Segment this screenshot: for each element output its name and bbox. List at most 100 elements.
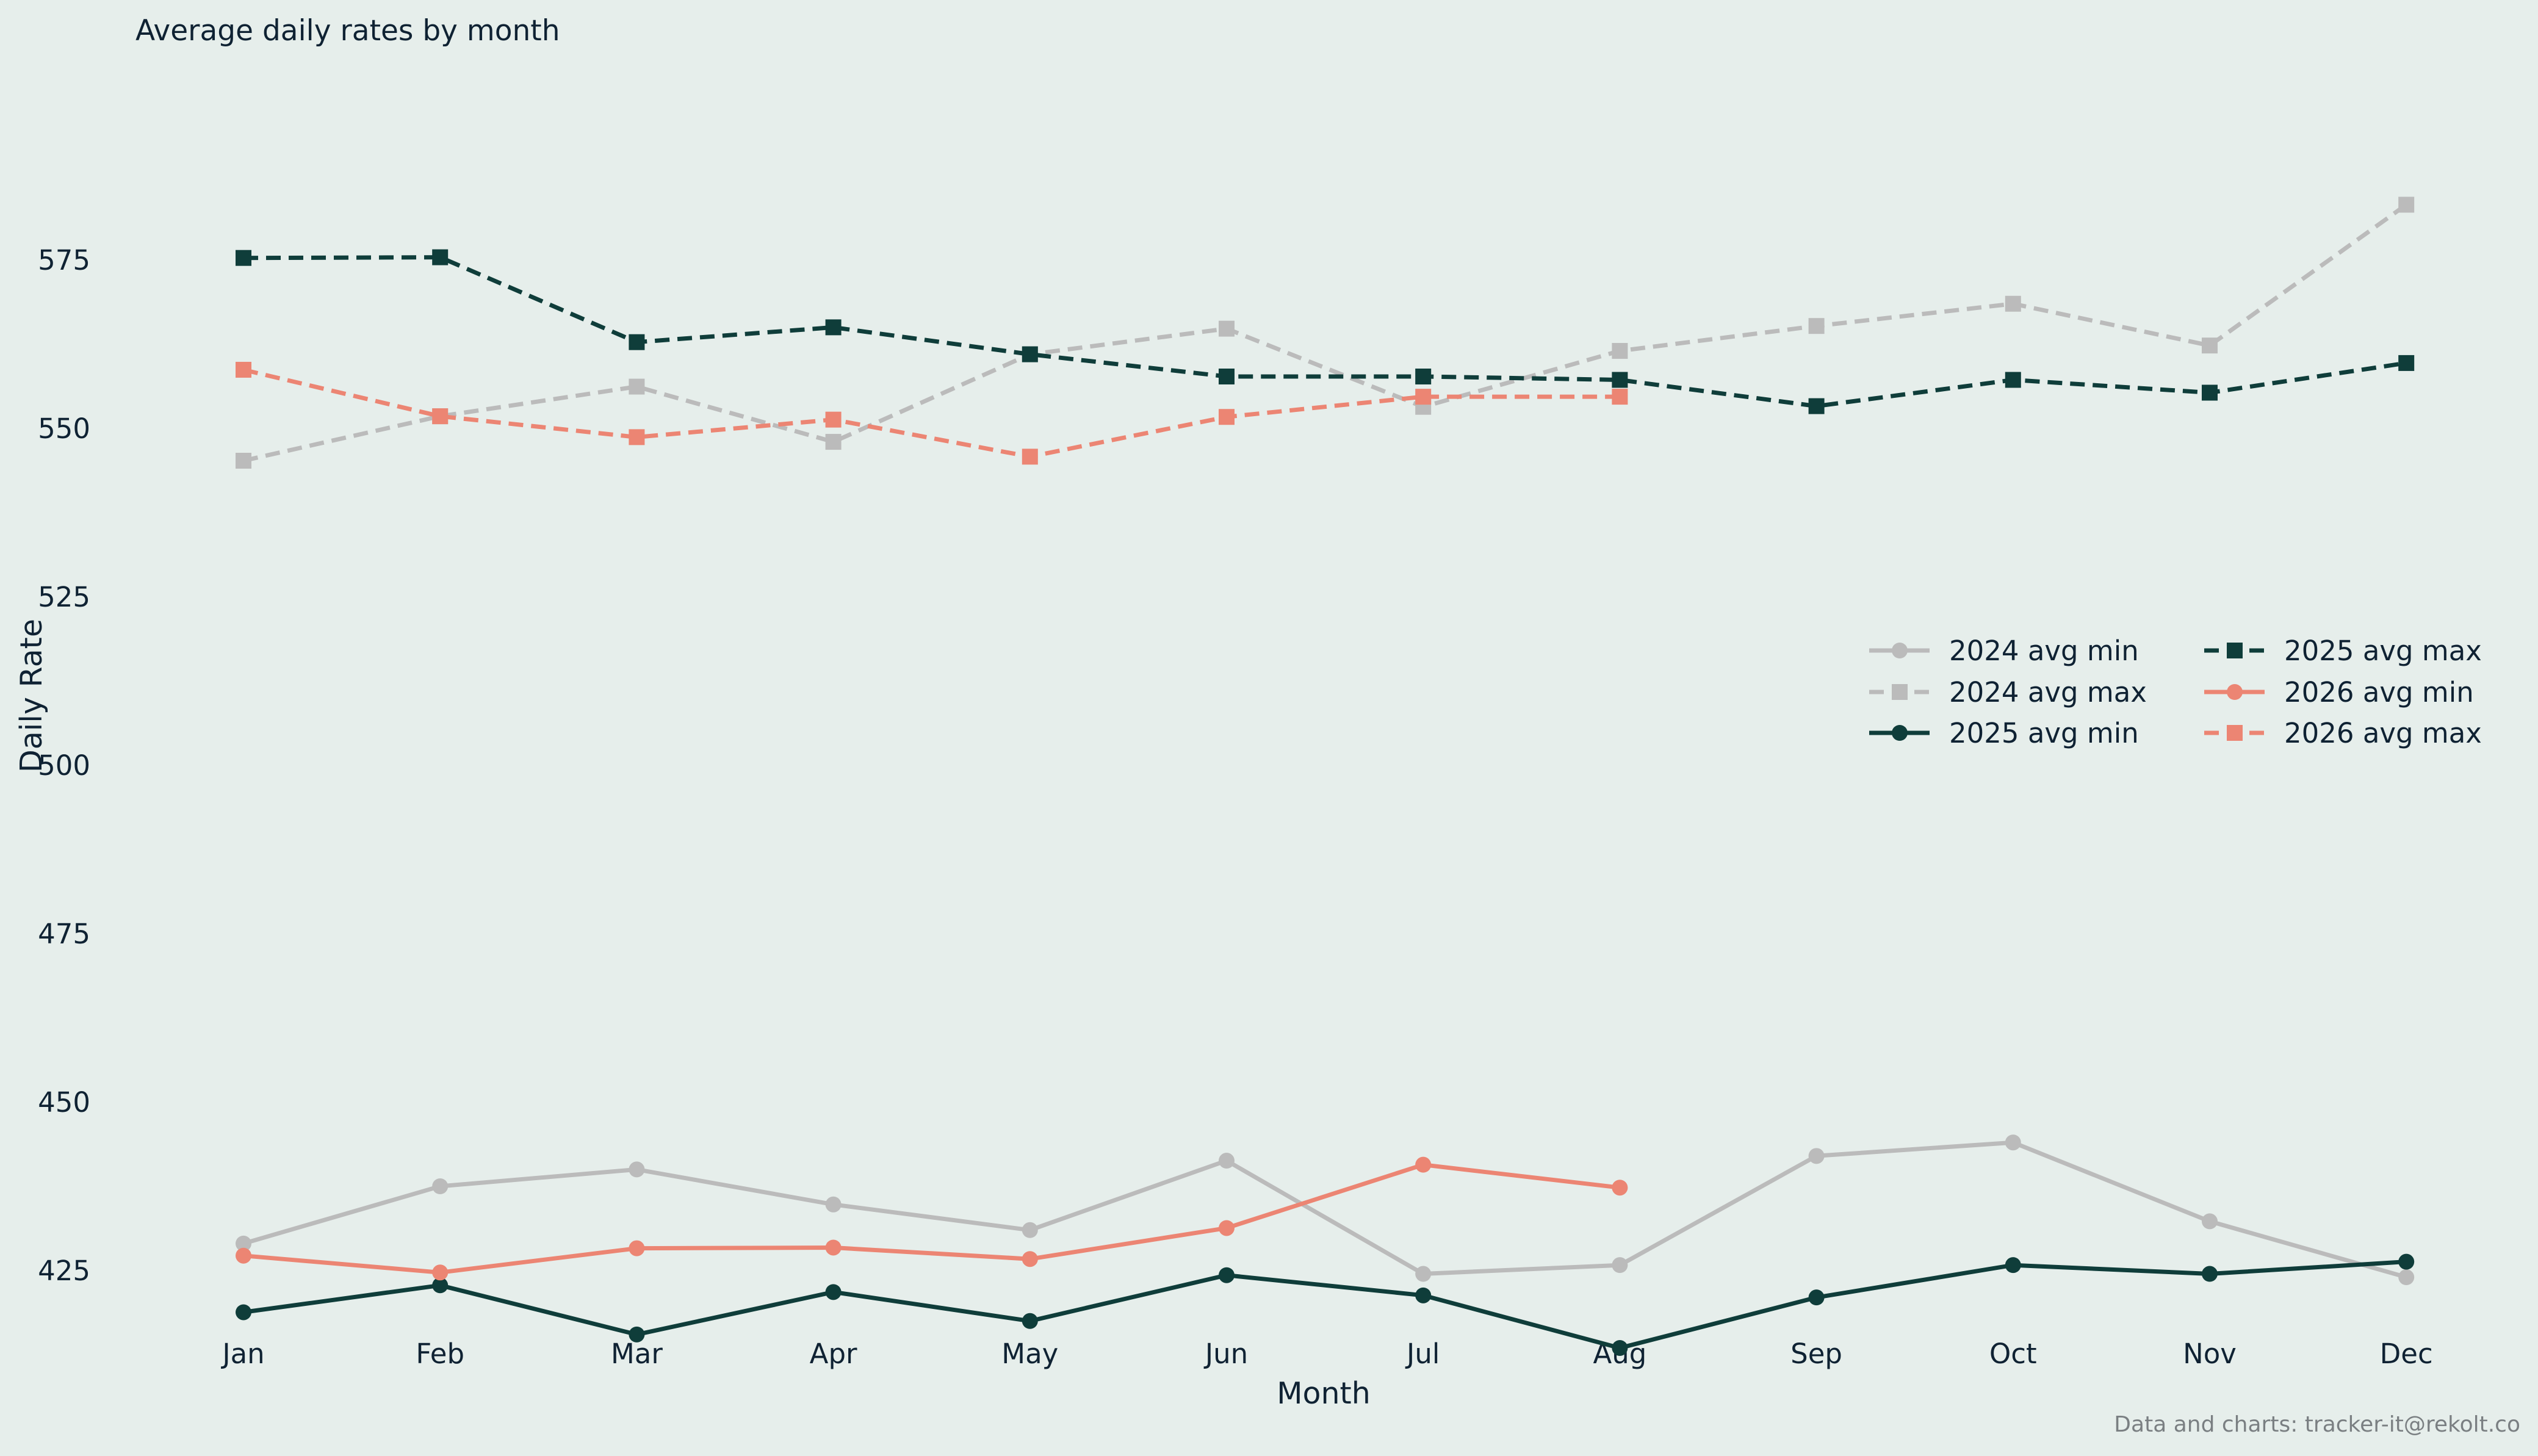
data-point	[1415, 1156, 1432, 1173]
data-point	[825, 319, 842, 336]
x-tick-label: May	[1001, 1338, 1058, 1370]
legend-item-2026-avg-min: 2026 avg min	[2204, 676, 2474, 708]
x-tick-label: Sep	[1790, 1338, 1842, 1370]
series-line	[243, 367, 1620, 459]
data-point	[825, 434, 842, 450]
y-tick-label: 475	[38, 918, 90, 950]
series-line	[241, 1260, 2409, 1350]
data-point	[236, 1304, 251, 1321]
x-tick-label: Mar	[611, 1338, 663, 1370]
x-tick-label: Apr	[810, 1338, 857, 1370]
data-point	[2005, 295, 2021, 312]
legend: 2024 avg min 2024 avg max 2025 avg min 2025…	[1869, 635, 2482, 749]
legend-item-2024-avg-max: 2024 avg max	[1869, 676, 2147, 708]
data-point	[629, 1161, 645, 1178]
legend-item-2026-avg-max: 2026 avg max	[2204, 717, 2482, 749]
data-point	[432, 1277, 449, 1294]
footer-credit: Data and charts: tracker-it@rekolt.co	[2114, 1412, 2520, 1437]
legend-swatch-marker	[1892, 643, 1908, 658]
series-line	[243, 203, 2408, 463]
x-axis-ticks: JanFebMarAprMayJunJulAugSepOctNovDec	[220, 1338, 2432, 1370]
data-point	[1022, 449, 1038, 465]
legend-label: 2026 avg min	[2284, 676, 2474, 708]
data-point	[1612, 1180, 1628, 1196]
data-point	[236, 1247, 251, 1264]
data-point	[2398, 196, 2415, 213]
legend-label: 2025 avg max	[2284, 635, 2482, 667]
data-point	[1022, 1251, 1038, 1267]
y-tick-label: 450	[38, 1086, 90, 1119]
series-line	[243, 255, 2407, 409]
data-point	[1415, 368, 1432, 384]
data-point	[1808, 398, 1825, 414]
series-layer	[236, 196, 2415, 1356]
data-point	[629, 378, 645, 395]
data-point	[1219, 409, 1235, 425]
legend-label: 2026 avg max	[2284, 717, 2482, 749]
legend-label: 2024 avg max	[1949, 676, 2147, 708]
data-point	[1415, 1287, 1432, 1303]
x-tick-label: Oct	[1989, 1338, 2037, 1370]
data-point	[432, 408, 449, 425]
series-2026-avg-max	[236, 361, 1628, 465]
data-point	[825, 1284, 842, 1300]
y-axis-label: Daily Rate	[14, 619, 49, 773]
legend-item-2025-avg-min: 2025 avg min	[1869, 717, 2139, 749]
data-point	[2005, 1134, 2021, 1151]
data-point	[1022, 1313, 1038, 1329]
series-2025-avg-min	[236, 1253, 2415, 1356]
data-point	[2005, 1257, 2021, 1274]
data-point	[825, 1196, 842, 1213]
y-tick-label: 575	[38, 244, 90, 276]
legend-swatch-marker	[1892, 725, 1908, 741]
y-tick-label: 500	[38, 749, 90, 782]
y-axis-ticks: 425 450 475 500 525 550 575	[38, 244, 90, 1287]
data-point	[1415, 389, 1432, 405]
data-point	[1219, 1267, 1235, 1283]
y-tick-label: 550	[38, 413, 90, 445]
data-point	[236, 361, 251, 378]
legend-swatch-marker	[2227, 725, 2243, 741]
data-point	[2202, 337, 2218, 354]
x-tick-label: Feb	[416, 1338, 464, 1370]
data-point	[236, 452, 251, 469]
x-tick-label: Jan	[220, 1338, 264, 1370]
series-2026-avg-min	[236, 1156, 1628, 1281]
data-point	[1612, 1257, 1628, 1274]
data-point	[2398, 1269, 2415, 1286]
x-axis-label: Month	[1277, 1376, 1371, 1411]
data-point	[1022, 1222, 1038, 1238]
data-point	[629, 429, 645, 445]
data-point	[1219, 1153, 1235, 1169]
legend-swatch-marker	[2227, 643, 2243, 658]
legend-swatch-marker	[1892, 684, 1908, 700]
y-tick-label: 525	[38, 581, 90, 613]
data-point	[432, 1264, 449, 1281]
series-2025-avg-max	[236, 249, 2415, 414]
data-point	[1808, 1148, 1825, 1164]
data-point	[236, 250, 251, 266]
data-point	[825, 1239, 842, 1256]
legend-swatch-marker	[2227, 684, 2243, 700]
chart-title: Average daily rates by month	[135, 14, 560, 48]
data-point	[1612, 1339, 1628, 1356]
data-point	[236, 1235, 251, 1252]
data-point	[2398, 355, 2415, 371]
data-point	[1808, 318, 1825, 334]
data-point	[1612, 389, 1628, 405]
data-point	[1219, 368, 1235, 384]
data-point	[1612, 343, 1628, 359]
data-point	[1219, 1220, 1235, 1236]
legend-item-2025-avg-max: 2025 avg max	[2204, 635, 2482, 667]
legend-item-2024-avg-min: 2024 avg min	[1869, 635, 2139, 667]
data-point	[432, 1178, 449, 1194]
data-point	[2202, 384, 2218, 401]
data-point	[1022, 346, 1038, 362]
series-line	[241, 1162, 1622, 1275]
data-point	[2398, 1253, 2415, 1270]
legend-label: 2025 avg min	[1949, 717, 2139, 749]
x-tick-label: Nov	[2183, 1338, 2237, 1370]
legend-label: 2024 avg min	[1949, 635, 2139, 667]
